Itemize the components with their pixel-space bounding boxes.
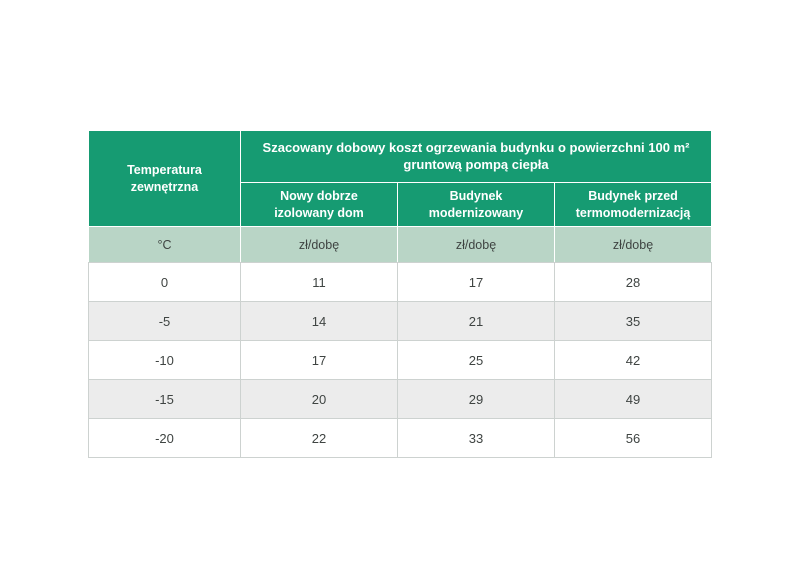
cost-cell: 17 [397, 262, 555, 302]
main-header-row: Temperatura zewnętrzna Szacowany dobowy … [88, 130, 713, 227]
cost-cell: 56 [553, 418, 713, 458]
temperature-column-header: Temperatura zewnętrzna [88, 130, 241, 227]
cost-cell: 42 [553, 340, 713, 380]
cost-cell: 33 [397, 418, 555, 458]
temperature-cell: -10 [88, 340, 241, 380]
cost-cell: 28 [553, 262, 713, 302]
cost-cell: 20 [240, 379, 398, 419]
unit-temperature: °C [88, 226, 241, 263]
table-row: -15 20 29 49 [88, 379, 713, 419]
table-title-line-1: Szacowany dobowy koszt ogrzewania budynk… [262, 139, 690, 155]
units-row: °C zł/dobę zł/dobę zł/dobę [88, 226, 713, 263]
unit-cost-1: zł/dobę [240, 226, 398, 263]
table-title: Szacowany dobowy koszt ogrzewania budynk… [239, 130, 713, 183]
temperature-cell: 0 [88, 262, 241, 302]
temperature-cell: -15 [88, 379, 241, 419]
cost-cell: 29 [397, 379, 555, 419]
unit-cost-3: zł/dobę [553, 226, 713, 263]
temperature-cell: -20 [88, 418, 241, 458]
cost-cell: 35 [553, 301, 713, 341]
cost-cell: 14 [240, 301, 398, 341]
cost-cell: 22 [240, 418, 398, 458]
temperature-cell: -5 [88, 301, 241, 341]
column-header-row: Nowy dobrze izolowany dom Budynek modern… [89, 182, 713, 227]
column-header-modernized-building: Budynek modernizowany [397, 182, 555, 227]
cost-cell: 11 [240, 262, 398, 302]
unit-cost-2: zł/dobę [397, 226, 555, 263]
cost-cell: 25 [397, 340, 555, 380]
table-row: 0 11 17 28 [88, 262, 713, 302]
table-title-line-2: gruntową pompą ciepła [403, 156, 549, 172]
cost-cell: 21 [397, 301, 555, 341]
table-row: -5 14 21 35 [88, 301, 713, 341]
table-row: -10 17 25 42 [88, 340, 713, 380]
cost-cell: 17 [240, 340, 398, 380]
table-row: -20 22 33 56 [88, 418, 713, 458]
column-header-before-thermomodernization: Budynek przed termomodernizacją [553, 182, 713, 227]
cost-cell: 49 [553, 379, 713, 419]
heating-cost-table: Temperatura zewnętrzna Szacowany dobowy … [88, 130, 713, 458]
column-header-new-insulated-house: Nowy dobrze izolowany dom [240, 182, 398, 227]
